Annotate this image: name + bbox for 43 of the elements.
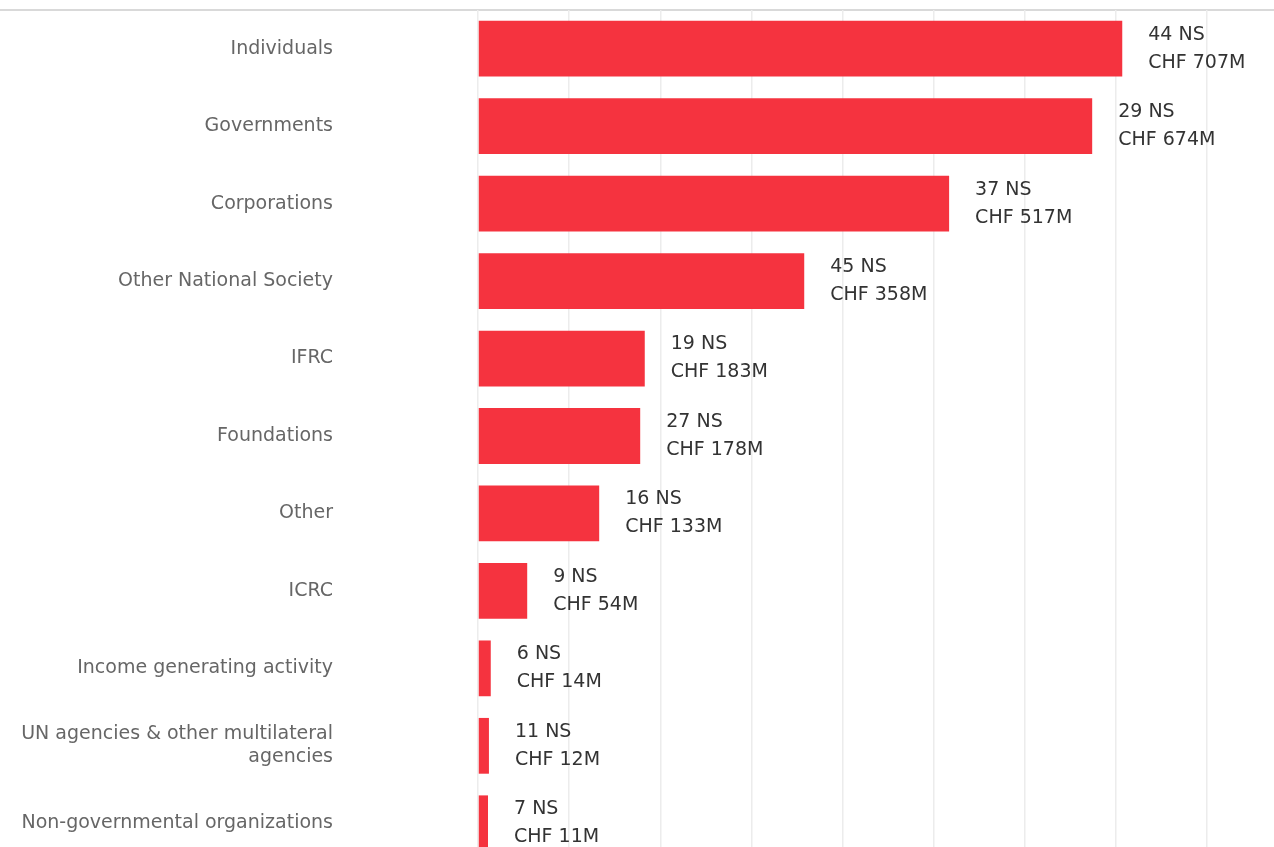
y-tick-label: ICRC: [288, 577, 333, 600]
bar: [478, 98, 1093, 155]
annotation: 45 NS: [830, 254, 887, 277]
data-label: CHF 183M: [670, 359, 768, 382]
annotation: 19 NS: [670, 331, 728, 354]
y-tick-label: Other: [279, 500, 334, 523]
y-tick-label: IFRC: [290, 345, 333, 368]
data-label: CHF 517M: [975, 204, 1073, 227]
y-tick-label: UN agencies & other multilateral agencies: [21, 721, 333, 767]
annotation: 27 NS: [666, 408, 723, 431]
y-tick-label: Governments: [204, 113, 333, 136]
annotation: 16 NS: [625, 486, 682, 509]
annotation: 11 NS: [514, 718, 572, 741]
y-tick-label: Non-governmental organizations: [21, 810, 333, 833]
data-label: CHF 358M: [830, 282, 928, 305]
y-tick-label: Individuals: [230, 35, 333, 58]
data-label: CHF 133M: [625, 514, 723, 537]
data-label: CHF 707M: [1148, 49, 1246, 72]
annotation: 37 NS: [975, 176, 1032, 199]
bar: [478, 640, 491, 697]
bar: [478, 485, 600, 542]
annotation: 9 NS: [553, 563, 598, 586]
bar: [478, 563, 528, 619]
data-label: CHF 11M: [514, 824, 600, 847]
data-label: CHF 54M: [553, 591, 639, 614]
data-label: CHF 12M: [514, 746, 601, 769]
bar: [478, 20, 1123, 77]
annotation: 7 NS: [514, 796, 559, 819]
y-tick-label: Other National Society: [118, 268, 333, 291]
bar: [478, 175, 950, 232]
bar: [478, 330, 645, 387]
annotation: 29 NS: [1118, 99, 1175, 122]
y-tick-label: Foundations: [217, 422, 333, 445]
data-label: CHF 674M: [1118, 127, 1216, 150]
data-label: CHF 14M: [516, 669, 602, 692]
y-tick-label: Corporations: [210, 190, 333, 213]
y-tick-label: Income generating activity: [77, 655, 333, 678]
bar: [478, 717, 489, 774]
data-label: CHF 178M: [666, 436, 764, 459]
bar: [478, 408, 641, 464]
bar: [478, 253, 805, 309]
annotation: 6 NS: [516, 641, 562, 664]
annotation: 44 NS: [1148, 21, 1205, 44]
